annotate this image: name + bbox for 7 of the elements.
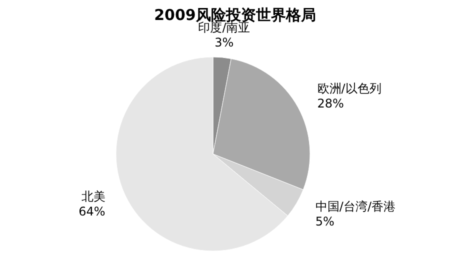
- data-label: 28%: [317, 96, 344, 111]
- data-label: 3%: [214, 36, 234, 50]
- slice-label: 欧洲/以色列: [317, 82, 382, 96]
- slice-label: 中国/台湾/香港: [315, 200, 396, 214]
- slice-label: 北美: [81, 190, 106, 204]
- data-label: 5%: [315, 214, 334, 229]
- data-label: 64%: [78, 204, 106, 219]
